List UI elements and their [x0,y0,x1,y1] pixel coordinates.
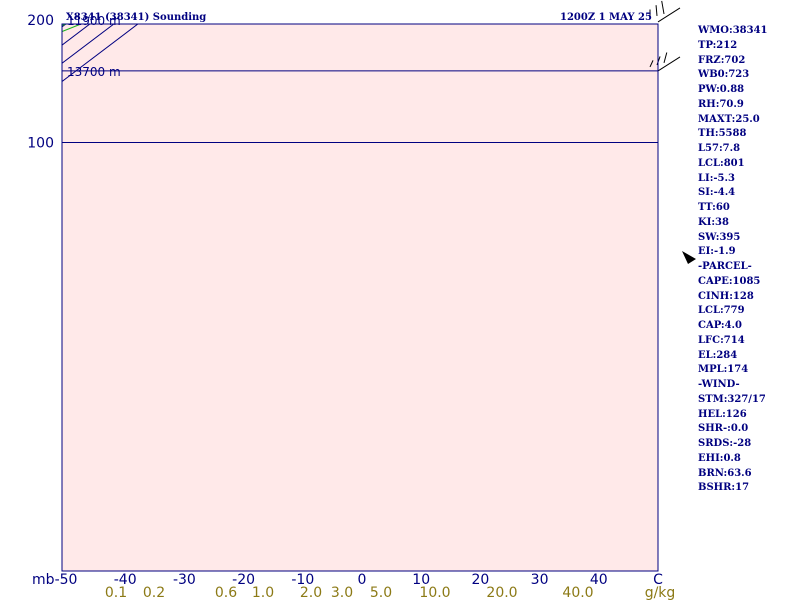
isotherm-line [0,0,25,152]
wind-barb [649,0,681,23]
mixing-ratio-label: 0.1 [105,585,127,600]
index-entry: EL:284 [698,349,738,361]
mixing-ratio-label: 40.0 [562,585,593,600]
index-entry: -PARCEL- [698,261,752,272]
index-entry: BRN:63.6 [698,467,752,479]
mixing-ratio-label: 0.6 [215,585,237,600]
wind-barb-flag [663,52,668,64]
sounding-title: X8341 (38341) Sounding [66,12,206,23]
index-entry: TP:212 [698,39,738,51]
mixing-ratio-label: 1.0 [252,585,274,600]
index-entry: L57:7.8 [698,143,741,154]
index-entry: SHR-:0.0 [698,423,749,435]
sounding-indices-panel: WMO:38341 TP:212 FRZ:702 WB0:723 PW:0.88 RH:7… [698,24,798,496]
index-entry: LCL:801 [698,157,745,169]
index-entry: RH:70.9 [698,98,744,110]
height-level-label: 11900 m [67,14,121,28]
plot-background [62,24,658,571]
index-entry: WMO:38341 [698,25,768,36]
wind-barb-flag [649,60,654,68]
mixing-ratio-label: 2.0 [300,585,322,600]
mixing-ratio-label: 5.0 [370,585,392,600]
temperature-tick-label: -20 [232,572,255,588]
pressure-tick-label: 100 [27,136,54,152]
index-entry: EI:-1.9 [698,246,736,258]
index-entry: SI:-4.4 [698,187,736,199]
wind-barbs [649,0,696,264]
pressure-tick-label: 200 [27,13,54,29]
isotherm-line [62,24,139,83]
index-entry: SRDS:-28 [698,438,752,449]
index-entry: TH:5588 [698,128,747,140]
index-entry: CAPE:1085 [698,275,761,287]
wind-barb-flag [655,5,658,16]
index-entry: FRZ:702 [698,54,746,66]
height-level-label: 13700 m [67,65,121,79]
temperature-tick-label: -10 [291,572,314,588]
index-entry: KI:38 [698,216,729,228]
index-entry: PW:0.88 [698,84,745,95]
temperature-tick-label: 30 [531,572,549,588]
temperature-tick-label: -40 [114,572,137,588]
isotherm-line [0,0,1,152]
pressure-unit-label: mb [32,572,55,588]
mixing-ratio-label: 10.0 [419,585,450,600]
index-entry: -WIND- [698,379,740,390]
index-entry: WB0:723 [698,69,750,81]
plot-frame [61,23,659,572]
wind-barb-staff [657,56,681,72]
temperature-tick-label: 0 [358,572,367,588]
temperature-tick-label: -30 [173,572,196,588]
mixing-ratio-label: 3.0 [331,585,353,600]
mixing-ratio-unit: g/kg [645,585,676,600]
index-entry: MAXT:25.0 [698,113,760,125]
temperature-tick-label: 20 [471,572,489,588]
mixing-ratio-label: 0.2 [143,585,165,600]
index-entry: LI:-5.3 [698,172,735,184]
wind-barb-staff [657,7,681,23]
sounding-time: 1200Z 1 MAY 25 [560,12,652,23]
temperature-tick-label: 10 [412,572,430,588]
temperature-tick-label: C [653,572,663,588]
mixing-ratio-label: 20.0 [486,585,517,600]
temperature-tick-label: 40 [590,572,608,588]
wind-pennant-icon [682,251,696,264]
index-entry: STM:327/17 [698,393,766,405]
index-entry: LFC:714 [698,334,745,346]
index-entry: CINH:128 [698,290,754,302]
index-entry: SW:395 [698,231,741,243]
index-entry: MPL:174 [698,364,749,376]
wind-barb-flag [661,0,665,14]
index-entry: BSHR:17 [698,482,750,494]
index-entry: EHI:0.8 [698,452,741,464]
index-entry: LCL:779 [698,305,745,317]
index-entry: HEL:126 [698,408,747,420]
temperature-tick-label: -50 [55,572,78,588]
index-entry: TT:60 [698,202,730,213]
index-entry: CAP:4.0 [698,320,742,331]
